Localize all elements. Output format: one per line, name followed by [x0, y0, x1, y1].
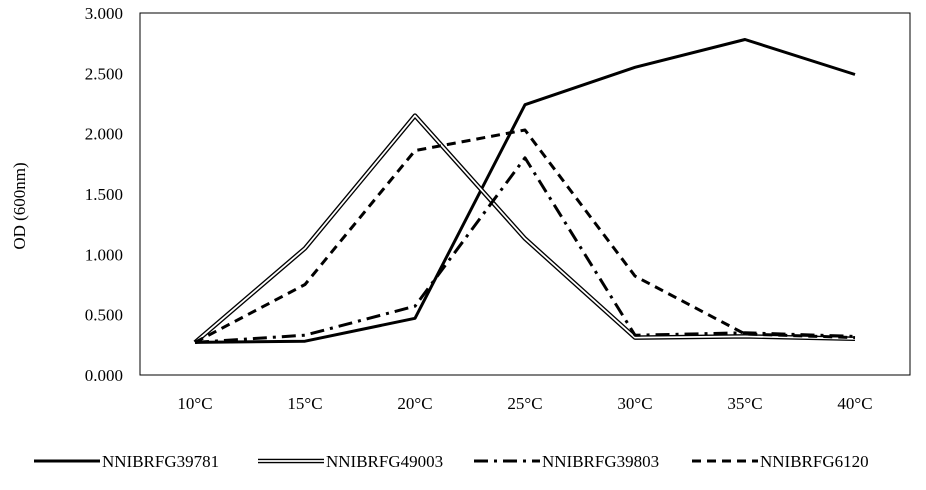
x-tick-label: 10°C — [177, 394, 212, 413]
series-layer — [193, 38, 856, 345]
y-tick-label: 2.500 — [85, 64, 123, 83]
series-line — [194, 128, 856, 344]
y-tick-label: 3.000 — [85, 4, 123, 23]
x-tick-label: 25°C — [507, 394, 542, 413]
legend-label: NNIBRFG6120 — [760, 452, 869, 471]
x-tick-label: 20°C — [397, 394, 432, 413]
x-tick-label: 35°C — [727, 394, 762, 413]
legend-item: NNIBRFG39781 — [34, 452, 219, 471]
series-1 — [194, 38, 856, 344]
series-line — [194, 156, 856, 344]
y-tick-label: 1.500 — [85, 185, 123, 204]
series-line — [194, 38, 856, 344]
legend-label: NNIBRFG39803 — [542, 452, 659, 471]
x-tick-label: 15°C — [287, 394, 322, 413]
y-tick-label: 1.000 — [85, 245, 123, 264]
y-tick-label: 0.000 — [85, 366, 123, 385]
x-tick-label: 30°C — [617, 394, 652, 413]
legend-item: NNIBRFG6120 — [692, 452, 869, 471]
legend: NNIBRFG39781 NNIBRFG49003 NNIBRFG39803 NNIB… — [34, 452, 869, 471]
y-tick-label: 0.500 — [85, 306, 123, 325]
y-tick-label: 2.000 — [85, 125, 123, 144]
x-axis-ticks: 10°C 15°C 20°C 25°C 30°C 35°C 40°C — [177, 394, 872, 413]
legend-item: NNIBRFG49003 — [258, 452, 443, 471]
legend-label: NNIBRFG49003 — [326, 452, 443, 471]
series-4 — [194, 128, 856, 344]
series-line-outer — [193, 113, 856, 345]
series-line-inner — [194, 114, 856, 344]
series-2 — [193, 113, 856, 345]
legend-label: NNIBRFG39781 — [102, 452, 219, 471]
series-3 — [194, 156, 856, 344]
plot-area-frame — [139, 12, 911, 376]
legend-item: NNIBRFG39803 — [474, 452, 659, 471]
x-tick-label: 40°C — [837, 394, 872, 413]
y-axis-title: OD (600nm) — [10, 162, 29, 249]
y-axis-ticks: 0.000 0.500 1.000 1.500 2.000 2.500 3.000 — [85, 4, 123, 385]
